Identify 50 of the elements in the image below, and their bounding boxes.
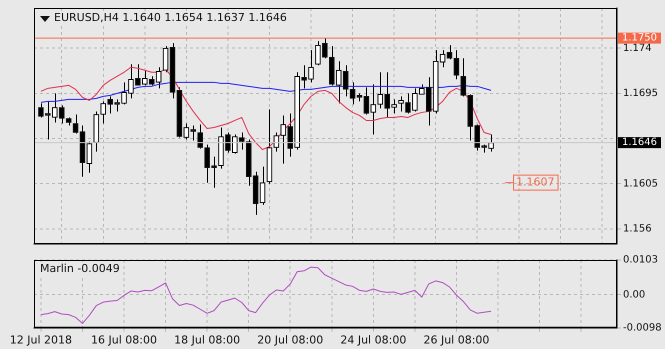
candlestick — [488, 134, 494, 152]
candlestick — [93, 110, 100, 152]
candlestick — [336, 60, 342, 104]
chart-title: EURUSD,H4 1.1640 1.1654 1.1637 1.1646 — [52, 11, 289, 24]
candlestick — [156, 66, 162, 89]
candlestick — [128, 64, 134, 99]
candlestick — [432, 50, 438, 114]
candlestick — [100, 100, 106, 124]
candlestick — [364, 86, 370, 115]
y-tick-label: 0.00 — [623, 289, 646, 300]
candlestick — [398, 96, 404, 112]
candlestick — [197, 124, 204, 150]
candlestick — [370, 84, 376, 136]
y-tick-label: 1.1605 — [623, 178, 658, 190]
y-tick-label: -0.0098 — [623, 322, 662, 334]
candlestick — [80, 125, 86, 178]
candlestick — [280, 114, 286, 164]
y-tick-label: 0.0103 — [623, 254, 658, 266]
chart-title: Marlin -0.0049 — [38, 262, 122, 275]
candlestick — [454, 50, 460, 80]
x-tick-label: 12 Jul 2018 — [10, 333, 72, 346]
ref-line-label: 1.1750 — [622, 32, 657, 44]
y-tick-label: 1.156 — [623, 224, 652, 235]
candlestick — [142, 70, 148, 86]
y-tick-label: 1.1695 — [623, 88, 658, 99]
candlestick — [446, 44, 452, 60]
candlestick — [72, 114, 78, 134]
y-tick-label: 1.174 — [623, 42, 652, 54]
candlestick — [315, 40, 321, 66]
x-tick-label: 16 Jul 08:00 — [91, 333, 158, 346]
candlestick — [266, 108, 272, 184]
candlestick — [260, 166, 266, 206]
x-tick-label: 26 Jul 08:00 — [423, 333, 490, 346]
candlestick — [218, 127, 224, 170]
candlestick — [377, 72, 384, 109]
candlestick — [170, 42, 176, 99]
candlestick — [86, 141, 92, 174]
candlestick — [350, 82, 356, 105]
text: 1.1607 — [516, 176, 555, 188]
candlestick — [440, 50, 446, 68]
candlestick — [405, 92, 411, 114]
candlestick — [204, 144, 210, 184]
x-tick-label: 20 Jul 08:00 — [257, 333, 324, 346]
candlestick — [121, 82, 127, 105]
candlestick — [308, 50, 314, 83]
candlestick — [52, 92, 58, 123]
x-tick-label: 24 Jul 08:00 — [340, 333, 406, 346]
candlestick — [391, 98, 397, 114]
x-tick-label: 18 Jul 08:00 — [174, 333, 240, 346]
ref-line-label: 1.1646 — [622, 137, 657, 148]
